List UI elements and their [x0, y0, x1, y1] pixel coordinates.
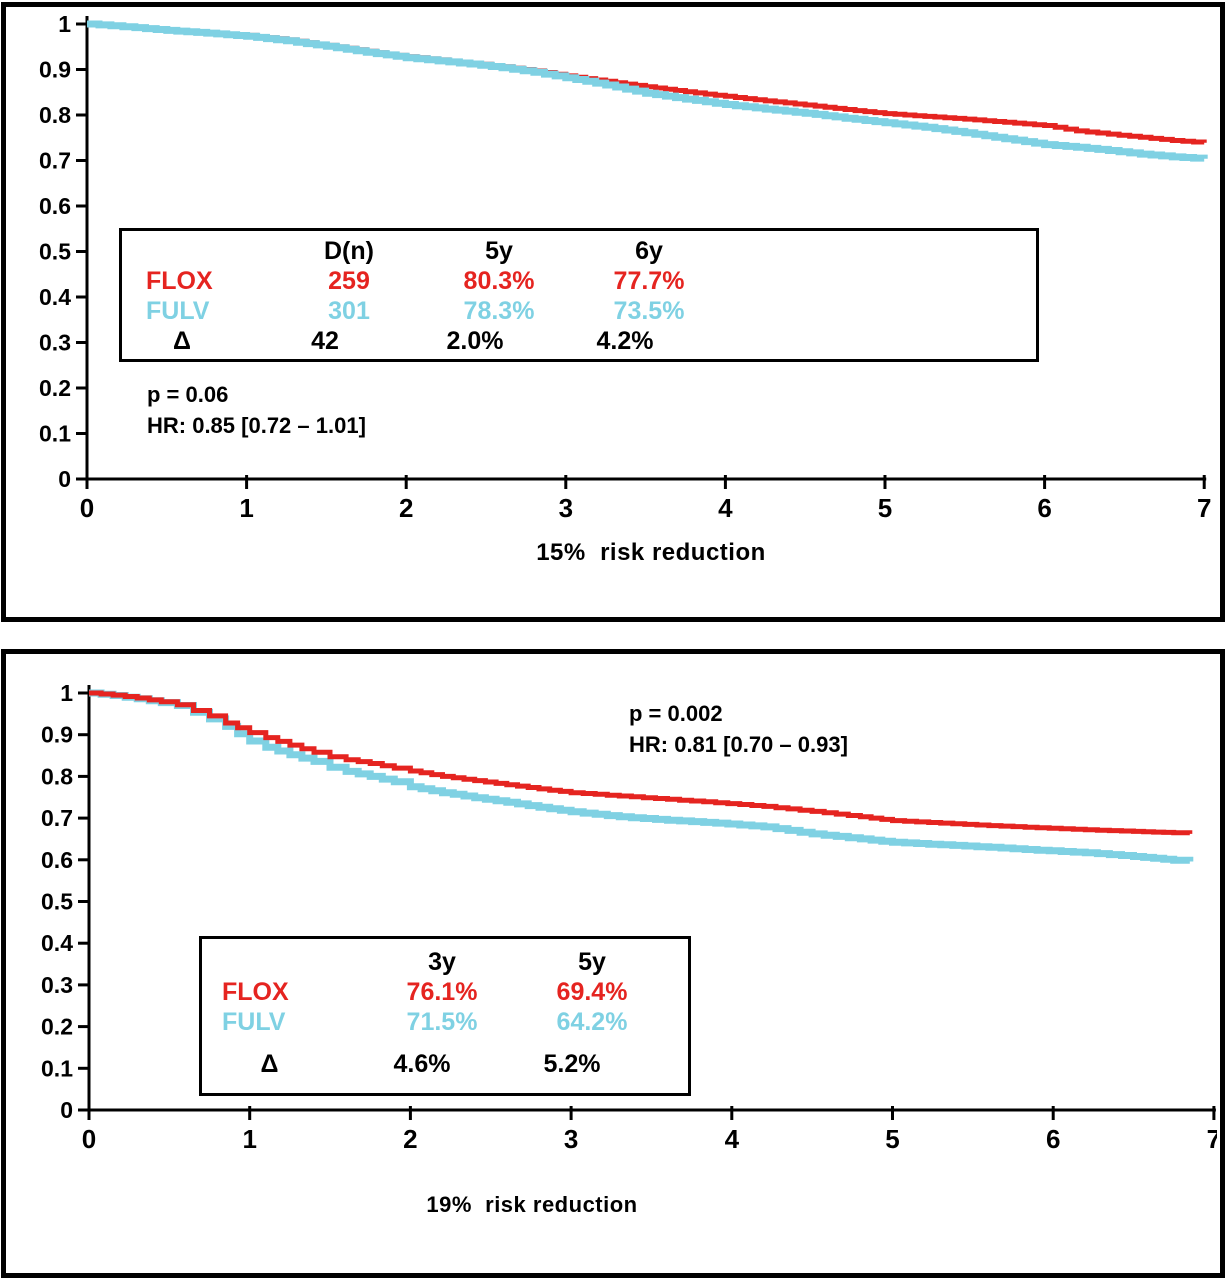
hazard-ratio-top: HR: 0.85 [0.72 – 1.01] — [147, 413, 366, 438]
row-value: 64.2% — [556, 1008, 628, 1036]
row-value: 3y — [428, 948, 456, 976]
row-value: 4.6% — [393, 1050, 451, 1078]
row-value: 78.3% — [463, 297, 535, 325]
y-tick-label: 0.3 — [39, 330, 71, 356]
row-value: 77.7% — [613, 267, 685, 295]
row-label: FULV — [146, 297, 210, 325]
xaxis-caption-top: 15% risk reduction — [536, 539, 766, 566]
summary-table-top: D(n) 5y 6y FLOX 259 80.3% 77.7% FULV 301 78.3% 73.… — [119, 228, 1039, 362]
row-value: 4.2% — [596, 327, 654, 355]
p-value-top: p = 0.06 — [147, 382, 229, 407]
x-tick-label: 6 — [1046, 1124, 1060, 1154]
x-tick-label: 2 — [403, 1124, 417, 1154]
row-label: FLOX — [146, 267, 213, 295]
row-label: FULV — [222, 1008, 286, 1036]
y-tick-label: 0.9 — [41, 722, 73, 748]
y-tick-label: 0.2 — [41, 1014, 73, 1040]
table-row-flox: FLOX 76.1% 69.4% — [202, 977, 688, 1007]
y-tick-label: 0.4 — [39, 284, 71, 310]
table-row-fulv: FULV 301 78.3% 73.5% — [122, 296, 1036, 326]
y-tick-label: 0.6 — [39, 193, 71, 219]
x-tick-label: 7 — [1207, 1124, 1217, 1154]
y-tick-label: 0.3 — [41, 972, 73, 998]
row-value: 80.3% — [463, 267, 535, 295]
x-tick-label: 6 — [1037, 493, 1051, 523]
table-row-fulv: FULV 71.5% 64.2% — [202, 1007, 688, 1037]
table-header-row: 3y 5y — [202, 947, 688, 977]
x-tick-label: 4 — [725, 1124, 740, 1154]
stats-top: p = 0.06 HR: 0.85 [0.72 – 1.01] — [147, 379, 366, 441]
row-value: 71.5% — [406, 1008, 478, 1036]
y-tick-label: 0.6 — [41, 847, 73, 873]
table-row-δ: Δ 4.6% 5.2% — [202, 1049, 688, 1079]
y-tick-label: 0 — [58, 466, 71, 492]
panel-disease-free-survival: 1 0.9 0.8 0.7 0.6 0.5 0.4 0.3 0.2 0.1 0 0 1 2 3 4 5 6 7 3y… — [1, 649, 1225, 1278]
y-tick-label: 0.1 — [39, 421, 71, 447]
panel-overall-survival: 1 0.9 0.8 0.7 0.6 0.5 0.4 0.3 0.2 0.1 0 0 1 2 3 4 5 6 7 D(… — [1, 2, 1225, 622]
summary-table-bottom: 3y 5y FLOX 76.1% 69.4% FULV 71.5% 64.2% Δ 4.6% 5.2… — [199, 936, 691, 1096]
km-chart-bottom: 1 0.9 0.8 0.7 0.6 0.5 0.4 0.3 0.2 0.1 00 1 2 3 4 5 6 7 — [41, 680, 1217, 1154]
x-tick-label: 7 — [1197, 493, 1211, 523]
series-line-fulv — [89, 689, 1194, 864]
x-tick-label: 1 — [242, 1124, 256, 1154]
row-value: 5y — [485, 237, 513, 265]
row-value: 76.1% — [406, 978, 478, 1006]
y-tick-label: 0.1 — [41, 1055, 73, 1081]
row-value: 73.5% — [613, 297, 685, 325]
x-tick-label: 1 — [239, 493, 253, 523]
x-tick-label: 0 — [80, 493, 94, 523]
km-chart-top: 1 0.9 0.8 0.7 0.6 0.5 0.4 0.3 0.2 0.1 00 1 2 3 4 5 6 7 — [39, 11, 1211, 523]
table-row-δ: Δ 42 2.0% 4.2% — [122, 326, 1036, 356]
x-tick-label: 4 — [718, 493, 733, 523]
row-value: 6y — [635, 237, 663, 265]
y-tick-label: 0.2 — [39, 375, 71, 401]
y-tick-label: 0.5 — [41, 889, 73, 915]
xaxis-caption-bottom: 19% risk reduction — [426, 1192, 638, 1217]
y-tick-label: 1 — [60, 680, 73, 706]
series-line-flox — [87, 21, 1207, 145]
series-line-fulv — [87, 20, 1208, 162]
y-tick-label: 0.8 — [41, 763, 73, 789]
row-value: 69.4% — [556, 978, 628, 1006]
y-tick-label: 0.7 — [39, 148, 71, 174]
x-tick-label: 3 — [559, 493, 573, 523]
x-tick-label: 0 — [82, 1124, 96, 1154]
y-tick-label: 0.7 — [41, 805, 73, 831]
y-tick-label: 0.4 — [41, 930, 73, 956]
y-tick-label: 0 — [60, 1097, 73, 1123]
table-header-row: D(n) 5y 6y — [122, 236, 1036, 266]
p-value-bottom: p = 0.002 — [629, 701, 723, 726]
table-row-flox: FLOX 259 80.3% 77.7% — [122, 266, 1036, 296]
x-tick-label: 5 — [885, 1124, 899, 1154]
hazard-ratio-bottom: HR: 0.81 [0.70 – 0.93] — [629, 732, 848, 757]
row-label: FLOX — [222, 978, 289, 1006]
y-tick-label: 0.8 — [39, 102, 71, 128]
row-value: 2.0% — [446, 327, 504, 355]
x-tick-label: 3 — [564, 1124, 578, 1154]
row-value: 5y — [578, 948, 606, 976]
row-value: 5.2% — [543, 1050, 601, 1078]
y-tick-label: 0.5 — [39, 239, 71, 265]
y-tick-label: 1 — [58, 11, 71, 37]
row-value: 259 — [328, 267, 370, 295]
row-value: D(n) — [324, 237, 374, 265]
x-tick-label: 5 — [878, 493, 892, 523]
stats-bottom: p = 0.002 HR: 0.81 [0.70 – 0.93] — [629, 698, 848, 760]
y-tick-label: 0.9 — [39, 57, 71, 83]
x-tick-label: 2 — [399, 493, 413, 523]
row-label: Δ — [260, 1050, 279, 1078]
series-line-flox — [89, 690, 1193, 836]
row-value: 301 — [328, 297, 370, 325]
row-value: 42 — [311, 327, 339, 355]
row-label: Δ — [173, 327, 191, 355]
